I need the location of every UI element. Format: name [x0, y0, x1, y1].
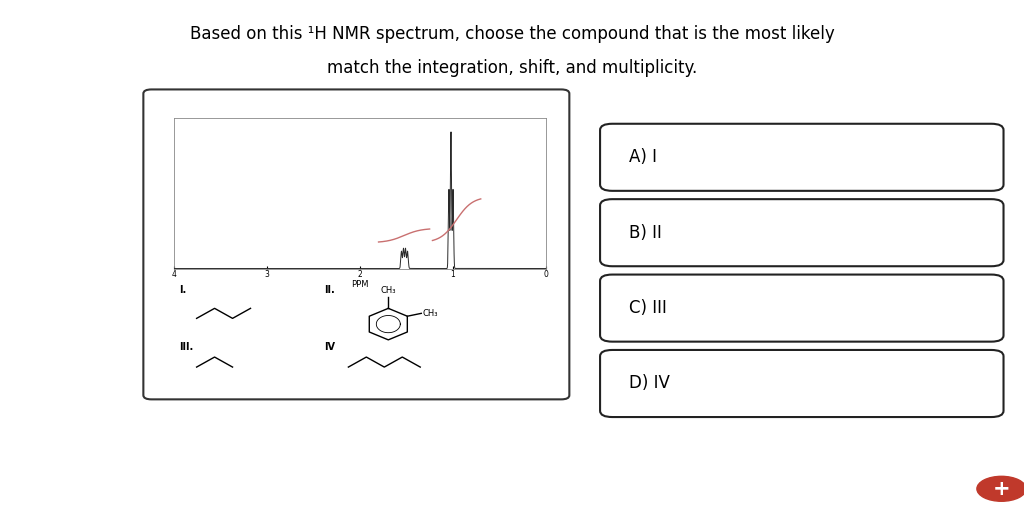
Text: D) IV: D) IV [629, 374, 670, 393]
Text: +: + [992, 479, 1011, 499]
FancyBboxPatch shape [600, 350, 1004, 417]
Text: CH₃: CH₃ [423, 309, 438, 318]
Text: CH₃: CH₃ [381, 287, 396, 295]
FancyBboxPatch shape [600, 199, 1004, 266]
FancyBboxPatch shape [600, 275, 1004, 342]
Text: II.: II. [325, 285, 335, 295]
Text: Based on this ¹H NMR spectrum, choose the compound that is the most likely: Based on this ¹H NMR spectrum, choose th… [189, 25, 835, 43]
Circle shape [977, 476, 1024, 501]
Text: B) II: B) II [629, 224, 662, 242]
Text: match the integration, shift, and multiplicity.: match the integration, shift, and multip… [327, 59, 697, 76]
Text: IV: IV [325, 342, 336, 352]
Text: III.: III. [178, 342, 193, 352]
Text: A) I: A) I [629, 148, 656, 166]
Text: I.: I. [178, 285, 186, 295]
X-axis label: PPM: PPM [351, 280, 369, 289]
Text: C) III: C) III [629, 299, 667, 317]
FancyBboxPatch shape [143, 89, 569, 399]
FancyBboxPatch shape [600, 124, 1004, 191]
